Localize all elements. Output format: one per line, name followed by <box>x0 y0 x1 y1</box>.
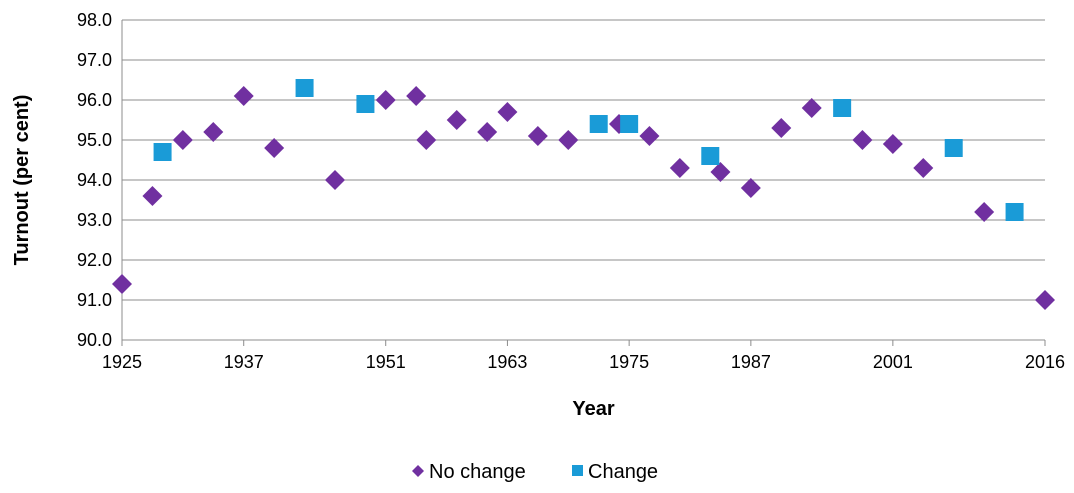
point-change <box>356 95 375 113</box>
point-change <box>701 147 720 165</box>
point-no-change <box>375 90 396 110</box>
point-no-change <box>416 130 437 150</box>
point-no-change <box>913 158 934 178</box>
point-change <box>589 115 608 133</box>
point-change <box>620 115 639 133</box>
point-change <box>1005 203 1024 221</box>
x-tick-label: 1925 <box>102 352 142 372</box>
x-tick-label: 2001 <box>873 352 913 372</box>
point-no-change <box>710 162 731 182</box>
point-no-change <box>669 158 690 178</box>
point-no-change <box>142 186 163 206</box>
point-no-change <box>477 122 498 142</box>
point-no-change <box>974 202 995 222</box>
y-tick-label: 91.0 <box>77 290 112 310</box>
y-tick-label: 94.0 <box>77 170 112 190</box>
legend-label-change: Change <box>588 461 658 483</box>
point-no-change <box>112 274 132 294</box>
legend-label-no-change: No change <box>429 461 526 483</box>
point-no-change <box>325 170 345 190</box>
x-tick-label: 2016 <box>1025 352 1065 372</box>
point-no-change <box>852 130 873 150</box>
point-no-change <box>497 102 518 122</box>
point-change <box>833 99 852 117</box>
point-no-change <box>882 134 903 154</box>
y-tick-label: 98.0 <box>77 10 112 30</box>
x-tick-label: 1987 <box>731 352 771 372</box>
point-no-change <box>172 130 193 150</box>
y-tick-label: 97.0 <box>77 50 112 70</box>
point-change <box>153 143 172 161</box>
point-no-change <box>801 98 822 118</box>
point-no-change <box>1035 290 1055 310</box>
y-tick-label: 93.0 <box>77 210 112 230</box>
point-no-change <box>446 110 467 130</box>
y-tick-label: 92.0 <box>77 250 112 270</box>
point-no-change <box>406 86 427 106</box>
y-tick-label: 95.0 <box>77 130 112 150</box>
point-no-change <box>771 118 792 138</box>
point-change <box>295 79 314 97</box>
legend-marker-no-change <box>412 465 424 477</box>
point-no-change <box>740 178 761 198</box>
x-tick-label: 1937 <box>224 352 264 372</box>
point-change <box>944 139 963 157</box>
point-no-change <box>639 126 660 146</box>
x-tick-label: 1951 <box>366 352 406 372</box>
y-tick-label: 96.0 <box>77 90 112 110</box>
x-tick-label: 1963 <box>487 352 527 372</box>
y-tick-label: 90.0 <box>77 330 112 350</box>
y-axis-title: Turnout (per cent) <box>11 95 33 266</box>
legend-marker-change <box>572 465 583 476</box>
point-no-change <box>233 86 254 106</box>
point-no-change <box>203 122 224 142</box>
x-tick-label: 1975 <box>609 352 649 372</box>
point-no-change <box>264 138 285 158</box>
point-no-change <box>527 126 548 146</box>
point-no-change <box>558 130 579 150</box>
x-axis-title: Year <box>572 398 614 420</box>
